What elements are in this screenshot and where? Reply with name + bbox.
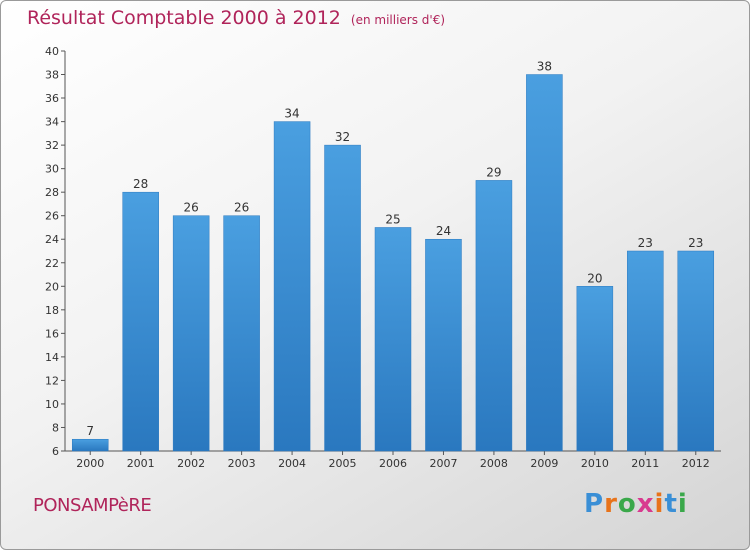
y-tick-label: 28 (45, 186, 59, 199)
value-label-2008: 29 (486, 165, 501, 179)
bar-2004 (273, 121, 311, 452)
logo-letter: r (604, 489, 618, 519)
x-tick-label-2012: 2012 (682, 457, 710, 470)
x-tick-label-2008: 2008 (480, 457, 508, 470)
bar-2008 (475, 180, 513, 452)
y-tick-label: 30 (45, 163, 59, 176)
value-label-2011: 23 (638, 236, 653, 250)
y-tick-label: 40 (45, 45, 59, 58)
y-tick-label: 8 (52, 421, 59, 434)
x-tick-label-2011: 2011 (631, 457, 659, 470)
logo-letter: t (664, 489, 678, 519)
value-label-2010: 20 (587, 271, 602, 285)
bar-2001 (122, 191, 159, 452)
x-tick-label-2000: 2000 (76, 457, 104, 470)
y-tick-label: 14 (45, 351, 59, 364)
logo-letter: i (677, 489, 688, 519)
logo-letter: P (584, 489, 605, 519)
proxiti-logo: Proxiti (584, 489, 688, 519)
logo-letter: o (617, 489, 637, 519)
chart-title-text: Résultat Comptable 2000 à 2012 (27, 7, 341, 29)
y-tick-label: 10 (45, 398, 59, 411)
y-tick-label: 20 (45, 280, 59, 293)
value-label-2000: 7 (86, 424, 94, 438)
x-tick-label-2003: 2003 (228, 457, 256, 470)
y-tick-label: 26 (45, 210, 59, 223)
value-label-2009: 38 (537, 60, 552, 74)
bar-2006 (374, 227, 412, 452)
bar-2007 (425, 238, 462, 452)
x-tick-label-2005: 2005 (329, 457, 357, 470)
bar-2000 (71, 438, 109, 452)
logo-letter: x (636, 489, 655, 519)
x-tick-label-2009: 2009 (530, 457, 558, 470)
bar-2005 (324, 144, 361, 452)
chart-title: Résultat Comptable 2000 à 2012 (en millie… (27, 7, 445, 29)
x-tick-label-2001: 2001 (127, 457, 155, 470)
value-label-2007: 24 (436, 224, 451, 238)
value-label-2001: 28 (133, 177, 148, 191)
y-tick-label: 24 (45, 233, 59, 246)
y-tick-label: 18 (45, 304, 59, 317)
y-tick-label: 34 (45, 116, 59, 129)
x-tick-label-2010: 2010 (581, 457, 609, 470)
bar-2011 (627, 250, 664, 452)
x-tick-label-2007: 2007 (429, 457, 457, 470)
bar-2012 (677, 250, 715, 452)
chart-unit-note: (en milliers d'€) (350, 13, 446, 27)
value-label-2004: 34 (284, 107, 299, 121)
y-tick-label: 32 (45, 139, 59, 152)
y-tick-label: 22 (45, 257, 59, 270)
bar-2002 (172, 215, 210, 452)
y-tick-label: 36 (45, 92, 59, 105)
y-tick-label: 12 (45, 374, 59, 387)
logo-letter: i (654, 489, 665, 519)
value-label-2002: 26 (184, 201, 199, 215)
y-tick-label: 16 (45, 327, 59, 340)
value-label-2012: 23 (688, 236, 703, 250)
bar-2010 (576, 286, 614, 452)
value-label-2005: 32 (335, 130, 350, 144)
value-label-2003: 26 (234, 201, 249, 215)
town-name: PONSAMPèRE (33, 495, 152, 516)
x-tick-label-2004: 2004 (278, 457, 306, 470)
x-tick-label-2006: 2006 (379, 457, 407, 470)
y-tick-label: 6 (52, 445, 59, 458)
x-tick-label-2002: 2002 (177, 457, 205, 470)
bar-2009 (526, 74, 563, 452)
y-tick-label: 38 (45, 69, 59, 82)
value-label-2006: 25 (385, 212, 400, 226)
bar-2003 (223, 215, 260, 452)
